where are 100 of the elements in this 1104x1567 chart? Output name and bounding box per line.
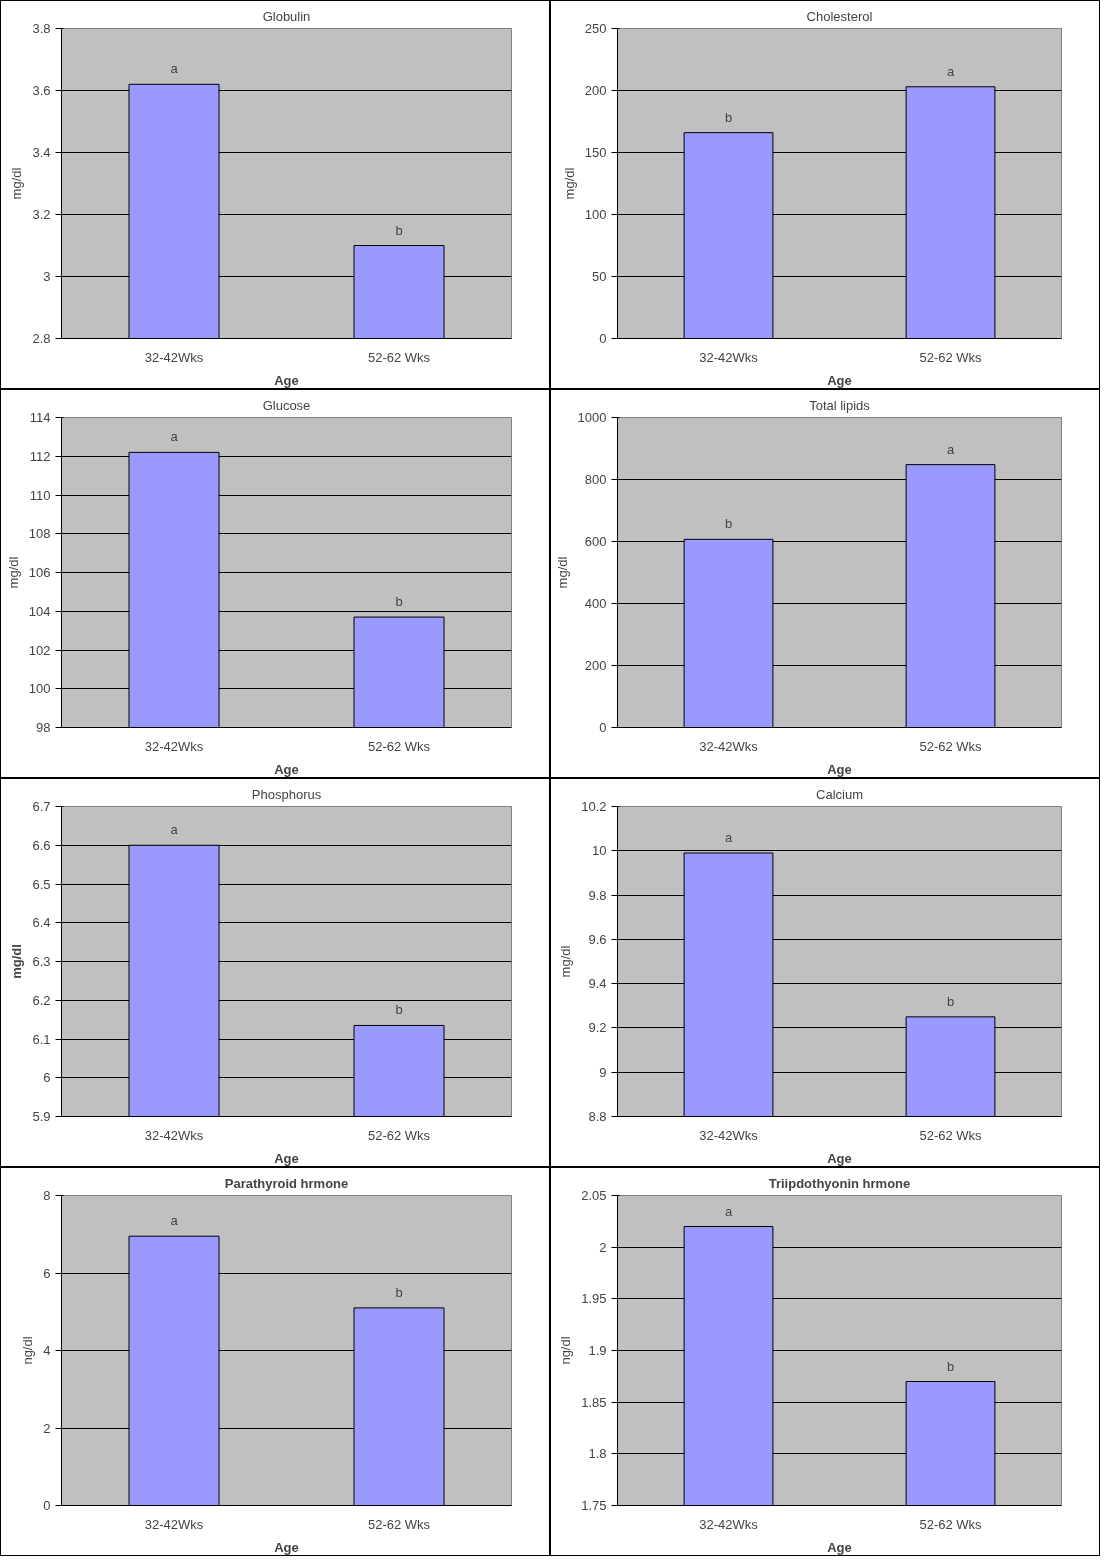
y-tick-label: 102: [28, 642, 51, 658]
y-axis-title: ng/dl: [558, 1336, 574, 1365]
y-tick-label: 8.8: [588, 1109, 607, 1124]
y-tick-label: 1.9: [588, 1343, 607, 1358]
y-tick-label: 9.6: [588, 931, 607, 947]
y-tick-label: 400: [584, 596, 607, 611]
y-tick-label: 3.6: [32, 83, 51, 98]
y-tick-label: 9: [599, 1064, 607, 1080]
y-tick-label: 150: [584, 145, 607, 160]
y-tick-label: 6: [43, 1070, 51, 1086]
y-tick-label: 600: [584, 534, 607, 549]
x-tick-label: 52-62 Wks: [367, 1516, 431, 1532]
y-axis-title: mg/dl: [9, 167, 25, 200]
y-axis-title: mg/dl: [558, 945, 574, 978]
y-tick-label: 0: [599, 331, 607, 346]
y-tick-label: 6.5: [32, 876, 51, 892]
annotation: a: [170, 1213, 179, 1229]
y-tick-label: 6: [43, 1265, 51, 1281]
x-tick-label: 32-42Wks: [144, 738, 204, 754]
x-tick-label: 32-42Wks: [699, 1516, 759, 1532]
y-tick-label: 10: [592, 843, 607, 859]
y-axis-title: mg/dl: [9, 944, 25, 979]
y-axis-title: mg/dl: [554, 556, 570, 589]
y-tick-label: 6.3: [32, 954, 51, 969]
y-tick-label: 9.4: [588, 976, 607, 992]
annotation: b: [395, 222, 403, 238]
x-tick-label: 32-42Wks: [699, 349, 759, 365]
annotation: b: [724, 109, 733, 125]
y-tick-label: 250: [584, 21, 607, 36]
y-tick-label: 106: [28, 565, 51, 580]
y-tick-label: 200: [584, 658, 607, 673]
y-tick-label: 108: [28, 526, 51, 542]
x-tick-label: 52-62 Wks: [367, 349, 431, 365]
annotation: a: [170, 61, 179, 77]
y-tick-label: 4: [43, 1343, 51, 1358]
x-axis-title: Age: [274, 372, 299, 388]
y-tick-label: 1.95: [581, 1291, 607, 1307]
annotation: b: [946, 993, 955, 1009]
annotation: a: [946, 63, 955, 79]
x-tick-label: 32-42Wks: [144, 1516, 204, 1532]
chart-title: Parathyroid hrmone: [224, 1175, 349, 1191]
x-axis-title: Age: [827, 761, 852, 777]
y-tick-label: 5.9: [32, 1109, 51, 1124]
x-tick-label: 32-42Wks: [144, 349, 204, 365]
x-tick-label: 32-42Wks: [699, 738, 759, 754]
x-axis-title: Age: [827, 1539, 852, 1555]
x-tick-label: 52-62 Wks: [919, 349, 983, 365]
y-tick-label: 9.2: [588, 1020, 607, 1036]
y-tick-label: 2.05: [581, 1188, 607, 1203]
annotation: a: [946, 441, 955, 457]
y-tick-label: 3.8: [32, 21, 51, 36]
y-tick-label: 3.2: [32, 207, 51, 222]
y-tick-label: 2.8: [32, 331, 51, 346]
y-tick-label: 8: [43, 1188, 51, 1203]
y-tick-label: 6.2: [32, 992, 51, 1008]
y-tick-label: 3: [43, 269, 51, 284]
y-axis-title: mg/dl: [5, 556, 21, 589]
chart-title: Triipdothyonin hrmone: [768, 1175, 911, 1191]
annotation: b: [395, 1284, 403, 1300]
y-tick-label: 10.2: [581, 799, 607, 814]
x-tick-label: 52-62 Wks: [919, 1127, 983, 1143]
y-tick-label: 98: [36, 720, 51, 735]
y-tick-label: 1.85: [581, 1394, 607, 1410]
y-tick-label: 6.1: [32, 1031, 51, 1047]
y-tick-label: 100: [28, 681, 51, 697]
y-tick-label: 3.4: [32, 145, 51, 160]
x-tick-label: 52-62 Wks: [367, 1127, 431, 1143]
chart-title: Total lipids: [809, 397, 871, 413]
annotation: a: [170, 822, 179, 838]
chart-title: Globulin: [262, 8, 311, 24]
annotation: b: [724, 516, 733, 532]
annotation: a: [170, 429, 179, 445]
y-tick-label: 6.7: [32, 799, 51, 814]
y-tick-label: 0: [599, 720, 607, 735]
x-tick-label: 52-62 Wks: [919, 1516, 983, 1532]
y-tick-label: 104: [28, 603, 51, 619]
x-tick-label: 52-62 Wks: [919, 738, 983, 754]
x-axis-title: Age: [827, 1150, 852, 1166]
y-tick-label: 2: [43, 1420, 51, 1436]
chart-title: Calcium: [816, 786, 863, 802]
chart-title: Phosphorus: [251, 786, 322, 802]
x-tick-label: 32-42Wks: [144, 1127, 204, 1143]
x-tick-label: 32-42Wks: [699, 1127, 759, 1143]
y-tick-label: 112: [29, 448, 51, 464]
annotation: b: [395, 594, 403, 610]
x-axis-title: Age: [274, 1539, 299, 1555]
y-tick-label: 800: [584, 472, 607, 487]
y-axis-title: mg/dl: [561, 167, 577, 200]
annotation: b: [395, 1002, 403, 1018]
y-tick-label: 6.4: [32, 915, 51, 931]
x-tick-label: 52-62 Wks: [367, 738, 431, 754]
y-tick-label: 1.75: [581, 1498, 607, 1513]
y-tick-label: 200: [584, 83, 607, 98]
y-tick-label: 110: [29, 487, 51, 503]
chart-title: Cholesterol: [806, 8, 873, 24]
y-tick-label: 0: [43, 1498, 51, 1513]
y-tick-label: 50: [592, 269, 607, 284]
y-tick-label: 100: [584, 207, 607, 222]
y-tick-label: 114: [29, 410, 51, 425]
y-tick-label: 1000: [577, 410, 607, 425]
